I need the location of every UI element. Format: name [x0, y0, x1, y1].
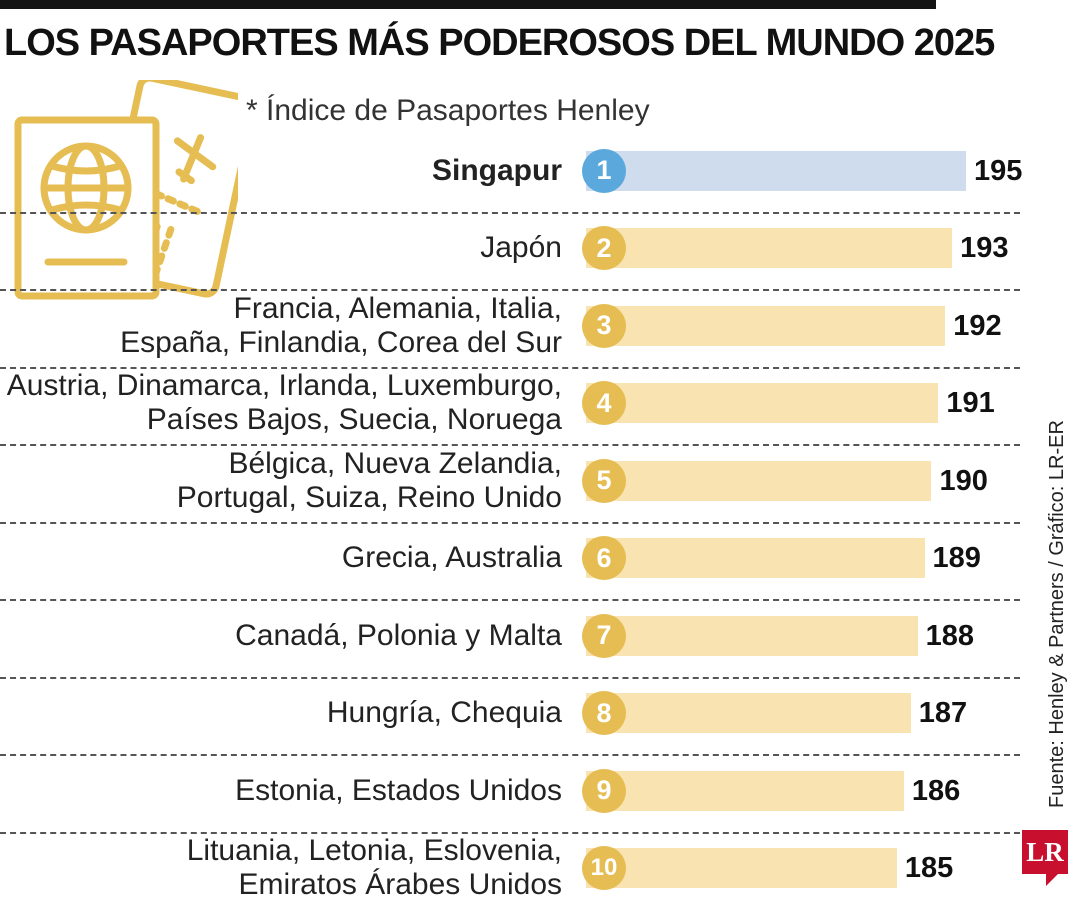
value-label: 195: [974, 154, 1023, 187]
row-label: Lituania, Letonia, Eslovenia, Emiratos Ár…: [187, 834, 562, 902]
passport-icon: [14, 80, 238, 300]
bar: [586, 770, 904, 811]
rank-badge: 8: [582, 691, 626, 736]
row-label-line: Estonia, Estados Unidos: [235, 773, 562, 807]
row-label: Estonia, Estados Unidos: [235, 774, 562, 808]
rank-badge: 9: [582, 768, 626, 813]
value-label: 188: [925, 619, 975, 652]
row-label: Japón: [480, 231, 562, 265]
row-separator: [0, 211, 1020, 214]
row-separator: [0, 444, 1020, 446]
value-label: 193: [960, 232, 1009, 265]
row-label: Hungría, Chequia: [327, 696, 562, 730]
top-rule: [0, 0, 936, 9]
row-separator: [0, 366, 1020, 369]
row-label-line: Emiratos Árabes Unidos: [238, 868, 562, 902]
value-label: 192: [953, 309, 1002, 342]
bar: [586, 693, 911, 734]
row-label-line: España, Finlandia, Corea del Sur: [120, 325, 562, 359]
bar: [586, 615, 918, 656]
chart-subtitle: * Índice de Pasaportes Henley: [246, 94, 650, 127]
logo-tail: [1046, 874, 1058, 886]
bar: [586, 460, 932, 501]
row-label: Austria, Dinamarca, Irlanda, Luxemburgo,…: [7, 369, 562, 437]
rank-badge: 1: [582, 148, 626, 193]
row-label: Canadá, Polonia y Malta: [235, 619, 562, 653]
row-label-line: Canadá, Polonia y Malta: [235, 618, 562, 652]
row-label-line: Francia, Alemania, Italia,: [233, 291, 563, 325]
bar: [586, 538, 925, 579]
row-label: Bélgica, Nueva Zelandia, Portugal, Suiza,…: [177, 447, 562, 515]
row-label-line: Países Bajos, Suecia, Noruega: [146, 403, 562, 437]
row-label: Grecia, Australia: [342, 541, 562, 575]
row-label-line: Lituania, Letonia, Eslovenia,: [186, 834, 562, 868]
row-label: Singapur: [432, 154, 562, 188]
row-separator: [0, 754, 1020, 756]
rank-badge: 2: [582, 226, 626, 271]
row-label: Francia, Alemania, Italia, España, Finlan…: [120, 292, 562, 360]
row-separator: [0, 289, 1020, 291]
row-label-line: Japón: [480, 231, 562, 265]
rank-badge: 5: [582, 458, 626, 503]
row-separator: [0, 521, 1020, 524]
row-separator: [0, 831, 1020, 834]
chart-title: LOS PASAPORTES MÁS PODEROSOS DEL MUNDO 2…: [4, 22, 995, 64]
value-label: 186: [911, 774, 961, 807]
row-label-line: Grecia, Australia: [341, 541, 562, 575]
bar: [586, 150, 966, 191]
rank-badge: 4: [582, 381, 626, 426]
value-label: 189: [932, 542, 981, 575]
row-label-line: Austria, Dinamarca, Irlanda, Luxemburgo,: [6, 369, 562, 403]
row-separator: [0, 676, 1020, 679]
value-label: 190: [939, 464, 988, 497]
bar: [586, 383, 939, 424]
row-label-line: Bélgica, Nueva Zelandia,: [228, 446, 562, 480]
row-label-line: Singapur: [431, 153, 562, 187]
value-label: 191: [946, 387, 995, 420]
rank-badge: 10: [582, 846, 626, 891]
value-label: 187: [918, 697, 968, 730]
rank-badge: 3: [582, 303, 626, 348]
value-label: 185: [904, 852, 954, 885]
row-label-line: Portugal, Suiza, Reino Unido: [176, 480, 562, 514]
bar: [586, 848, 897, 889]
lr-logo: LR: [1022, 830, 1068, 874]
source-credit: Fuente: Henley & Partners / Gráfico: LR-…: [1046, 420, 1068, 808]
bar: [586, 228, 953, 269]
row-label-line: Hungría, Chequia: [326, 696, 562, 730]
bar: [586, 305, 946, 346]
row-separator: [0, 599, 1020, 601]
rank-badge: 7: [582, 613, 626, 658]
rank-badge: 6: [582, 536, 626, 581]
